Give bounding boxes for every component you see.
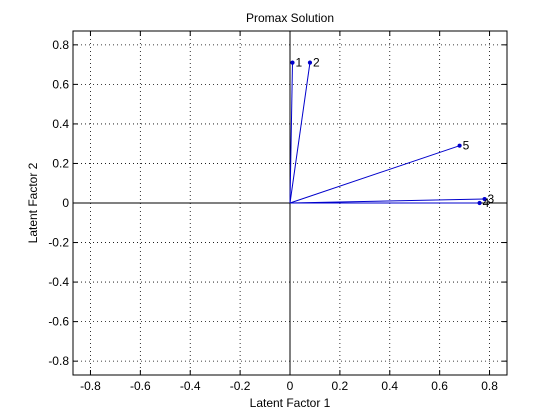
ticks [73, 31, 507, 375]
y-tick-label: 0.6 [52, 77, 69, 91]
vector-point [307, 60, 313, 65]
vector-point [477, 200, 482, 206]
y-tick-label: 0.2 [52, 156, 69, 170]
vector-point [482, 196, 487, 202]
vectors: 1 2 34 5 [289, 56, 495, 210]
point-label: 1 [295, 56, 302, 70]
y-tick-label: 0.4 [52, 117, 69, 131]
vector-line [289, 145, 460, 204]
x-tick-label: 0 [287, 379, 294, 393]
x-tick-label: -0.4 [180, 379, 201, 393]
vector-line [289, 62, 293, 204]
x-tick-label: -0.8 [80, 379, 101, 393]
y-tick-label: -0.8 [48, 354, 69, 368]
point-label: 3 [488, 192, 495, 206]
y-tick-label: 0 [62, 196, 69, 210]
x-axis-label: Latent Factor 1 [250, 396, 331, 410]
x-tick-label: 0.2 [332, 379, 349, 393]
point-label: 2 [313, 56, 320, 70]
chart-title: Promax Solution [246, 11, 334, 25]
point-label: 5 [463, 139, 470, 153]
y-tick-labels: -0.8 -0.6 -0.4 -0.2 0 0.2 0.4 0.6 0.8 [48, 38, 69, 368]
y-tick-label: -0.4 [48, 275, 69, 289]
x-tick-label: -0.6 [130, 379, 151, 393]
y-tick-label: 0.8 [52, 38, 69, 52]
vector-point [290, 60, 295, 65]
x-tick-label: 0.4 [381, 379, 398, 393]
y-axis-label: Latent Factor 2 [26, 162, 40, 243]
vector-line [289, 62, 311, 204]
x-tick-label: 0.8 [481, 379, 498, 393]
y-tick-label: -0.2 [48, 236, 69, 250]
x-tick-labels: -0.8 -0.6 -0.4 -0.2 0 0.2 0.4 0.6 0.8 [80, 379, 498, 393]
vector-point [457, 143, 462, 148]
vector-line [289, 198, 485, 204]
y-tick-label: -0.6 [48, 315, 69, 329]
x-tick-label: 0.6 [431, 379, 448, 393]
x-tick-label: -0.2 [230, 379, 251, 393]
point-label: 4 [483, 196, 490, 210]
